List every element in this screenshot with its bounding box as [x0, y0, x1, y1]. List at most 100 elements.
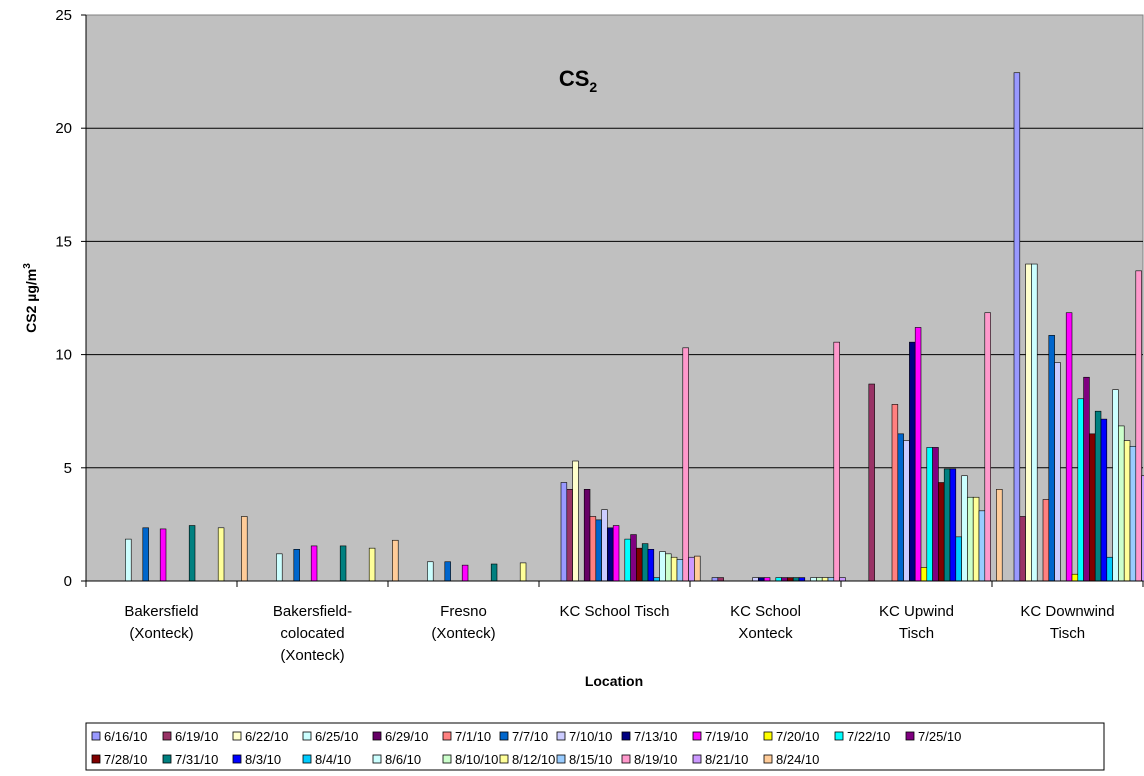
legend-label: 7/20/10 [776, 729, 819, 744]
legend-label: 6/22/10 [245, 729, 288, 744]
bar [1025, 263, 1032, 582]
legend-swatch [302, 754, 312, 764]
bar [461, 564, 469, 582]
y-tick-label: 5 [64, 460, 72, 477]
legend-label: 6/16/10 [104, 729, 147, 744]
y-axis-title-superscript: 3 [22, 263, 33, 269]
bar [897, 433, 904, 582]
legend-label: 7/22/10 [847, 729, 890, 744]
y-tick-label: 10 [55, 347, 72, 364]
legend-swatch [442, 754, 452, 764]
legend-swatch [162, 754, 172, 764]
bar [444, 561, 451, 582]
x-category-label: Bakersfield- [273, 603, 352, 620]
bar [711, 577, 719, 582]
x-category-label: KC School [730, 603, 801, 620]
legend-label: 6/29/10 [385, 729, 428, 744]
legend-label: 8/24/10 [776, 752, 819, 767]
chart-title-subscript: 2 [589, 79, 597, 95]
y-axis-title: CS2 µg/m3 [22, 263, 39, 333]
bar [339, 545, 347, 582]
legend-label: 7/7/10 [512, 729, 548, 744]
bar [392, 539, 399, 582]
legend-label: 8/3/10 [245, 752, 281, 767]
bar [682, 347, 689, 582]
bar [293, 548, 300, 582]
bar [775, 577, 782, 582]
legend-box [85, 722, 1105, 771]
bar [763, 577, 771, 582]
bar [810, 577, 817, 582]
x-category-label: KC Downwind [1020, 603, 1114, 620]
bar [1042, 499, 1050, 582]
legend-swatch [556, 731, 566, 741]
bar [868, 383, 875, 582]
bar [978, 510, 986, 582]
bar [938, 482, 945, 582]
legend-label: 7/31/10 [175, 752, 218, 767]
bar [926, 447, 933, 582]
legend-swatch [499, 754, 509, 764]
legend-swatch [499, 731, 509, 741]
legend-swatch [91, 731, 101, 741]
bars [125, 72, 1144, 582]
x-category-label: Fresno [440, 603, 487, 620]
legend-swatch [232, 731, 242, 741]
legend-label: 7/25/10 [918, 729, 961, 744]
bar [827, 577, 835, 582]
legend: 6/16/10 6/19/10 6/22/10 6/25/10 6/29/10 7/1/1… [91, 729, 961, 767]
bar [1048, 335, 1055, 582]
bar [932, 447, 939, 582]
legend-swatch [302, 731, 312, 741]
bar [659, 551, 666, 582]
legend-swatch [91, 754, 101, 764]
bar [612, 525, 620, 582]
bar [217, 527, 225, 582]
bar [1065, 312, 1073, 582]
bar [798, 577, 806, 582]
y-axis-title-text: CS2 µg/m [23, 269, 39, 333]
bar [1054, 362, 1061, 582]
bar [1019, 516, 1026, 582]
bar [583, 489, 591, 582]
bar [758, 577, 765, 582]
bar [1077, 398, 1084, 582]
bar [787, 577, 794, 582]
x-category-label: KC School Tisch [559, 603, 669, 620]
bar [1129, 445, 1137, 582]
bar [1106, 556, 1113, 582]
bar [1083, 376, 1090, 582]
axes [85, 15, 1143, 582]
legend-swatch [556, 754, 566, 764]
bar [665, 553, 672, 582]
bar [276, 553, 283, 582]
legend-swatch [834, 731, 844, 741]
legend-label: 8/4/10 [315, 752, 351, 767]
bar [607, 527, 614, 582]
x-category-label: (Xonteck) [280, 647, 344, 664]
legend-swatch [372, 754, 382, 764]
bar [647, 548, 655, 582]
x-category-label: (Xonteck) [129, 625, 193, 642]
bar [1100, 418, 1108, 582]
bar [1094, 410, 1102, 582]
bar [891, 404, 899, 582]
bar [427, 561, 434, 582]
x-category-label: (Xonteck) [431, 625, 495, 642]
bar [1123, 440, 1131, 582]
bar [752, 577, 759, 582]
bar [641, 543, 649, 582]
bar [833, 341, 840, 582]
legend-label: 8/10/10 [455, 752, 498, 767]
legend-swatch [232, 754, 242, 764]
bar [560, 482, 568, 582]
legend-swatch [372, 731, 382, 741]
legend-label: 7/28/10 [104, 752, 147, 767]
chart-title: CS2 [559, 66, 598, 95]
bar [1135, 270, 1142, 582]
legend-label: 8/15/10 [569, 752, 612, 767]
bar [996, 489, 1003, 582]
bar [821, 577, 829, 582]
bar [1141, 475, 1144, 582]
plot-area [85, 14, 1144, 582]
